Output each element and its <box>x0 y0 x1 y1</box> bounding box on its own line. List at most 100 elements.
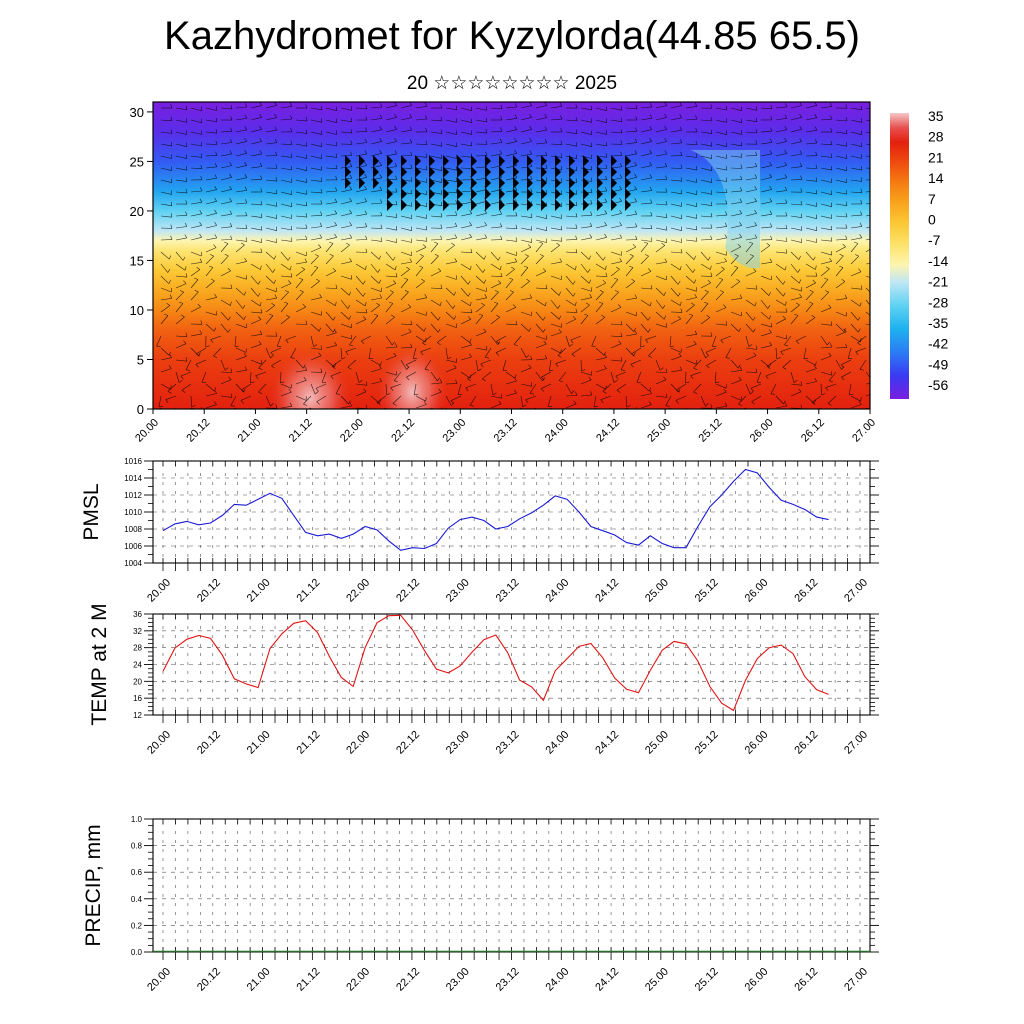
wind-barb-feather <box>500 265 502 270</box>
wind-barb <box>820 191 832 195</box>
wind-flag <box>485 166 491 178</box>
wind-barb-feather <box>570 339 574 344</box>
wind-barb <box>475 359 479 371</box>
wind-barb-feather <box>230 393 233 398</box>
wind-barb <box>310 226 322 229</box>
wind-barb-feather <box>693 279 697 284</box>
wind-barb-feather <box>634 198 637 202</box>
wind-barb-feather <box>364 210 368 215</box>
wind-barb-feather <box>395 213 398 218</box>
y-tick-label: 5 <box>137 352 144 367</box>
wind-barb <box>325 323 334 333</box>
wind-barb-feather <box>813 399 817 404</box>
wind-barb-feather <box>560 237 563 242</box>
wind-flag <box>387 166 393 178</box>
wind-barb <box>175 191 188 194</box>
wind-barb <box>370 118 382 121</box>
wind-barb <box>540 383 552 389</box>
wind-barb <box>361 335 372 342</box>
wind-barb <box>610 268 620 277</box>
wind-barb <box>805 191 817 195</box>
wind-barb-feather <box>725 321 728 326</box>
wind-barb <box>205 201 217 205</box>
x-tick-label: 26.12 <box>799 417 827 445</box>
wind-barb <box>430 167 442 171</box>
wind-barb-feather <box>645 339 649 343</box>
wind-barb-feather <box>710 201 713 206</box>
wind-barb <box>715 323 727 326</box>
wind-barb-feather <box>514 149 517 154</box>
wind-barb <box>850 167 862 171</box>
wind-flag <box>443 177 449 189</box>
wind-barb <box>565 131 577 134</box>
wind-barb-feather <box>178 379 183 383</box>
wind-barb-feather <box>740 141 743 146</box>
wind-barb <box>760 130 773 133</box>
wind-barb-feather <box>214 389 217 394</box>
wind-barb-feather <box>305 116 308 121</box>
wind-barb-feather <box>593 405 599 408</box>
wind-barb <box>220 239 233 241</box>
wind-barb <box>175 291 184 301</box>
wind-barb <box>535 335 547 340</box>
wind-barb-feather <box>299 290 304 293</box>
wind-barb <box>535 323 544 333</box>
wind-barb-feather <box>241 389 245 393</box>
wind-flag <box>541 188 547 200</box>
wind-flag <box>611 188 617 200</box>
wind-barb-feather <box>544 114 547 118</box>
wind-barb <box>640 165 652 169</box>
wind-barb-feather <box>290 165 293 171</box>
wind-barb-feather <box>539 241 543 244</box>
wind-barb-feather <box>394 102 397 106</box>
wind-barb <box>580 143 592 147</box>
wind-barb <box>415 395 426 402</box>
wind-barb-feather <box>380 361 382 366</box>
wind-barb <box>805 117 817 121</box>
wind-barb-feather <box>845 117 848 122</box>
wind-barb-feather <box>620 369 626 371</box>
wind-barb <box>280 291 289 301</box>
wind-barb <box>580 371 592 376</box>
y-tick-label: 36 <box>133 610 142 619</box>
cross-section-field <box>153 102 870 409</box>
wind-flag <box>401 166 407 178</box>
wind-barb <box>340 213 352 217</box>
wind-barb <box>640 177 652 181</box>
wind-barb-feather <box>394 380 399 383</box>
x-tick-label: 21.00 <box>245 966 273 994</box>
wind-barb-feather <box>560 225 563 230</box>
wind-barb <box>415 255 424 265</box>
wind-barb-feather <box>689 313 693 316</box>
wind-barb-feather <box>603 365 607 369</box>
wind-barb-feather <box>329 254 334 257</box>
wind-barb <box>505 106 517 109</box>
wind-barb-feather <box>286 314 290 318</box>
wind-barb <box>670 105 682 109</box>
x-tick-label: 21.12 <box>295 577 323 605</box>
wind-barb <box>745 243 754 253</box>
wind-barb-feather <box>315 391 319 395</box>
wind-barb-feather <box>288 280 292 284</box>
wind-barb <box>355 251 368 253</box>
wind-barb <box>235 287 245 296</box>
wind-flag <box>443 155 449 167</box>
wind-barb <box>580 167 592 171</box>
wind-barb-feather <box>275 404 278 409</box>
wind-barb-feather <box>604 221 607 226</box>
wind-barb <box>400 291 409 301</box>
wind-barb-feather <box>858 268 862 272</box>
wind-barb-feather <box>558 315 561 320</box>
wind-barb <box>865 275 870 278</box>
wind-barb-feather <box>665 188 668 193</box>
wind-barb <box>505 141 517 145</box>
wind-barb-feather <box>485 129 488 134</box>
wind-barb <box>234 335 237 348</box>
wind-barb <box>630 359 642 365</box>
wind-barb <box>400 142 412 145</box>
wind-barb-feather <box>754 174 758 179</box>
wind-barb-feather <box>259 137 262 142</box>
wind-barb-feather <box>410 164 413 169</box>
wind-barb <box>160 179 172 183</box>
wind-barb <box>505 261 517 265</box>
